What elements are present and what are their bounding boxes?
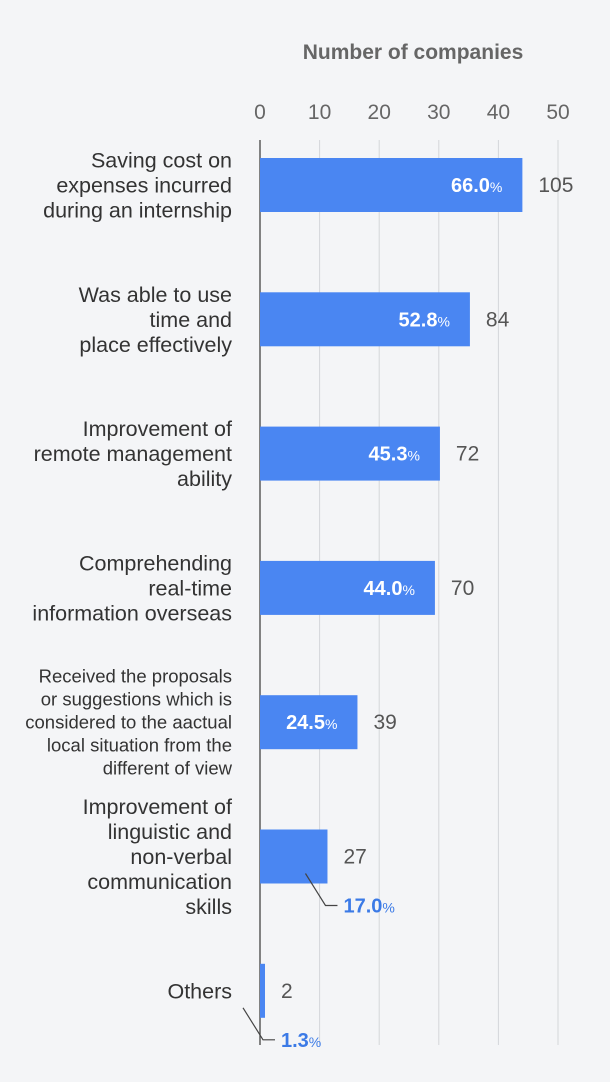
category-label: skills <box>185 895 232 919</box>
category-label: expenses incurred <box>56 174 232 198</box>
percent-label: 24.5% <box>286 712 337 734</box>
count-label: 105 <box>538 174 573 197</box>
category-label: Others <box>167 979 232 1003</box>
category-label: Saving cost on <box>91 149 232 173</box>
bar <box>260 963 265 1018</box>
category-label: remote management <box>34 442 232 466</box>
category-label: non-verbal <box>130 845 232 869</box>
bar <box>260 560 435 615</box>
tick-label: 30 <box>427 101 450 124</box>
bar <box>260 292 470 347</box>
category-label: linguistic and <box>108 820 232 844</box>
tick-label: 40 <box>487 101 510 124</box>
category-label: Received the proposals <box>39 666 232 687</box>
bar <box>260 426 440 481</box>
category-label: considered to the aactual <box>25 712 232 733</box>
category-label: communication <box>87 870 232 894</box>
percent-label: 1.3% <box>281 1030 321 1052</box>
bar <box>260 158 523 212</box>
category-label: Comprehending <box>79 551 232 575</box>
tick-label: 20 <box>368 101 391 124</box>
count-label: 2 <box>281 980 293 1003</box>
category-label: Improvement of <box>83 795 232 819</box>
tick-label: 0 <box>254 101 266 124</box>
bar <box>260 829 328 884</box>
count-label: 72 <box>456 443 479 466</box>
tick-label: 50 <box>546 101 569 124</box>
count-label: 39 <box>373 711 396 734</box>
bar <box>260 695 358 750</box>
category-label: place effectively <box>79 333 232 357</box>
count-label: 84 <box>486 308 510 331</box>
category-label: local situation from the <box>47 735 232 756</box>
leader-line <box>242 1007 275 1041</box>
chart-title: Number of companies <box>303 41 524 64</box>
tick-label: 10 <box>308 101 331 124</box>
category-label: real-time <box>148 576 232 600</box>
leader-line <box>304 873 338 907</box>
category-label: information overseas <box>32 601 232 625</box>
category-label: during an internship <box>43 199 232 223</box>
percent-label: 52.8% <box>399 309 450 331</box>
category-label: or suggestions which is <box>41 689 232 710</box>
category-label: ability <box>177 467 232 491</box>
count-label: 70 <box>451 577 474 600</box>
count-label: 27 <box>343 846 366 869</box>
percent-label: 17.0% <box>343 896 394 918</box>
percent-label: 66.0% <box>451 175 502 197</box>
category-label: time and <box>150 308 232 332</box>
category-label: Was able to use <box>79 283 232 307</box>
category-label: Improvement of <box>83 417 232 441</box>
percent-label: 45.3% <box>369 444 420 466</box>
percent-label: 44.0% <box>364 578 415 600</box>
category-label: different of view <box>103 758 233 779</box>
